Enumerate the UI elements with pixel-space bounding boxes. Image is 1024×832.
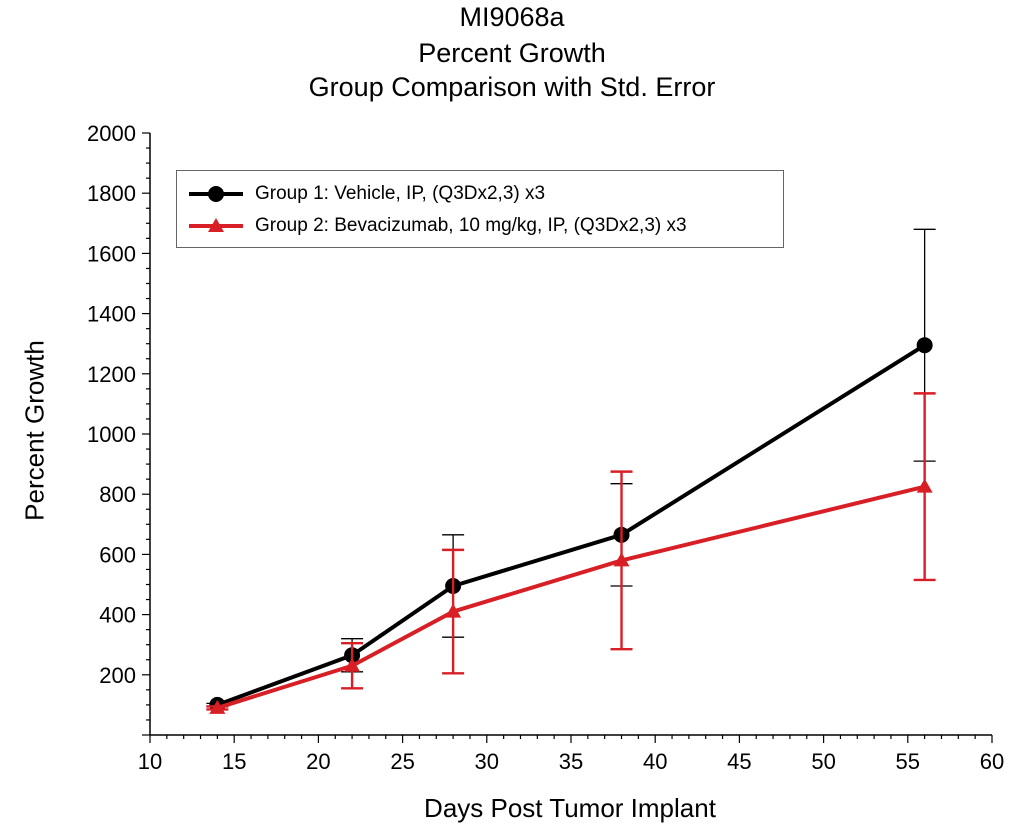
legend-label-group-2: Group 2: Bevacizumab, 10 mg/kg, IP, (Q3D… <box>255 215 687 236</box>
data-point-group-2 <box>209 699 226 714</box>
data-point-group-2 <box>445 603 462 618</box>
legend-entry-group-1: Group 1: Vehicle, IP, (Q3Dx2,3) x3 <box>187 179 545 209</box>
y-tick-label: 1200 <box>87 362 136 387</box>
legend-entry-group-2: Group 2: Bevacizumab, 10 mg/kg, IP, (Q3D… <box>187 211 687 241</box>
chart-title-line-1: MI9068a <box>459 2 565 32</box>
legend-swatch-group-2 <box>189 218 243 232</box>
y-tick-label: 1600 <box>87 241 136 266</box>
x-tick-label: 50 <box>811 749 835 774</box>
x-tick-label: 10 <box>138 749 162 774</box>
x-tick-label: 60 <box>980 749 1004 774</box>
y-axis-label: Percent Growth <box>19 340 50 521</box>
y-tick-label: 2000 <box>87 121 136 146</box>
y-tick-label: 1400 <box>87 302 136 327</box>
y-tick-label: 400 <box>99 603 136 628</box>
data-point-group-1 <box>916 337 933 354</box>
legend-label-group-1: Group 1: Vehicle, IP, (Q3Dx2,3) x3 <box>255 183 546 204</box>
y-tick-label: 1800 <box>87 181 136 206</box>
chart-title-line-3: Group Comparison with Std. Error <box>308 72 716 102</box>
y-tick-label: 800 <box>99 482 136 507</box>
y-tick-label: 1000 <box>87 422 136 447</box>
x-tick-label: 15 <box>222 749 246 774</box>
data-point-group-2 <box>613 552 630 567</box>
x-axis-label: Days Post Tumor Implant <box>424 793 716 823</box>
x-tick-label: 30 <box>475 749 499 774</box>
chart-title-line-2: Percent Growth <box>418 38 606 68</box>
x-tick-label: 35 <box>559 749 583 774</box>
series-line-group-1 <box>216 343 926 707</box>
x-tick-label: 55 <box>896 749 920 774</box>
y-tick-label: 600 <box>99 542 136 567</box>
y-tick-label: 200 <box>99 663 136 688</box>
legend-swatch-group-1 <box>189 186 243 202</box>
x-tick-label: 40 <box>643 749 667 774</box>
x-tick-label: 45 <box>727 749 751 774</box>
x-tick-label: 20 <box>306 749 330 774</box>
x-tick-label: 25 <box>390 749 414 774</box>
data-point-group-2 <box>344 657 361 672</box>
data-point-group-2 <box>916 478 933 493</box>
legend: Group 1: Vehicle, IP, (Q3Dx2,3) x3 Group… <box>176 170 784 248</box>
series-line-group-2 <box>216 484 926 710</box>
